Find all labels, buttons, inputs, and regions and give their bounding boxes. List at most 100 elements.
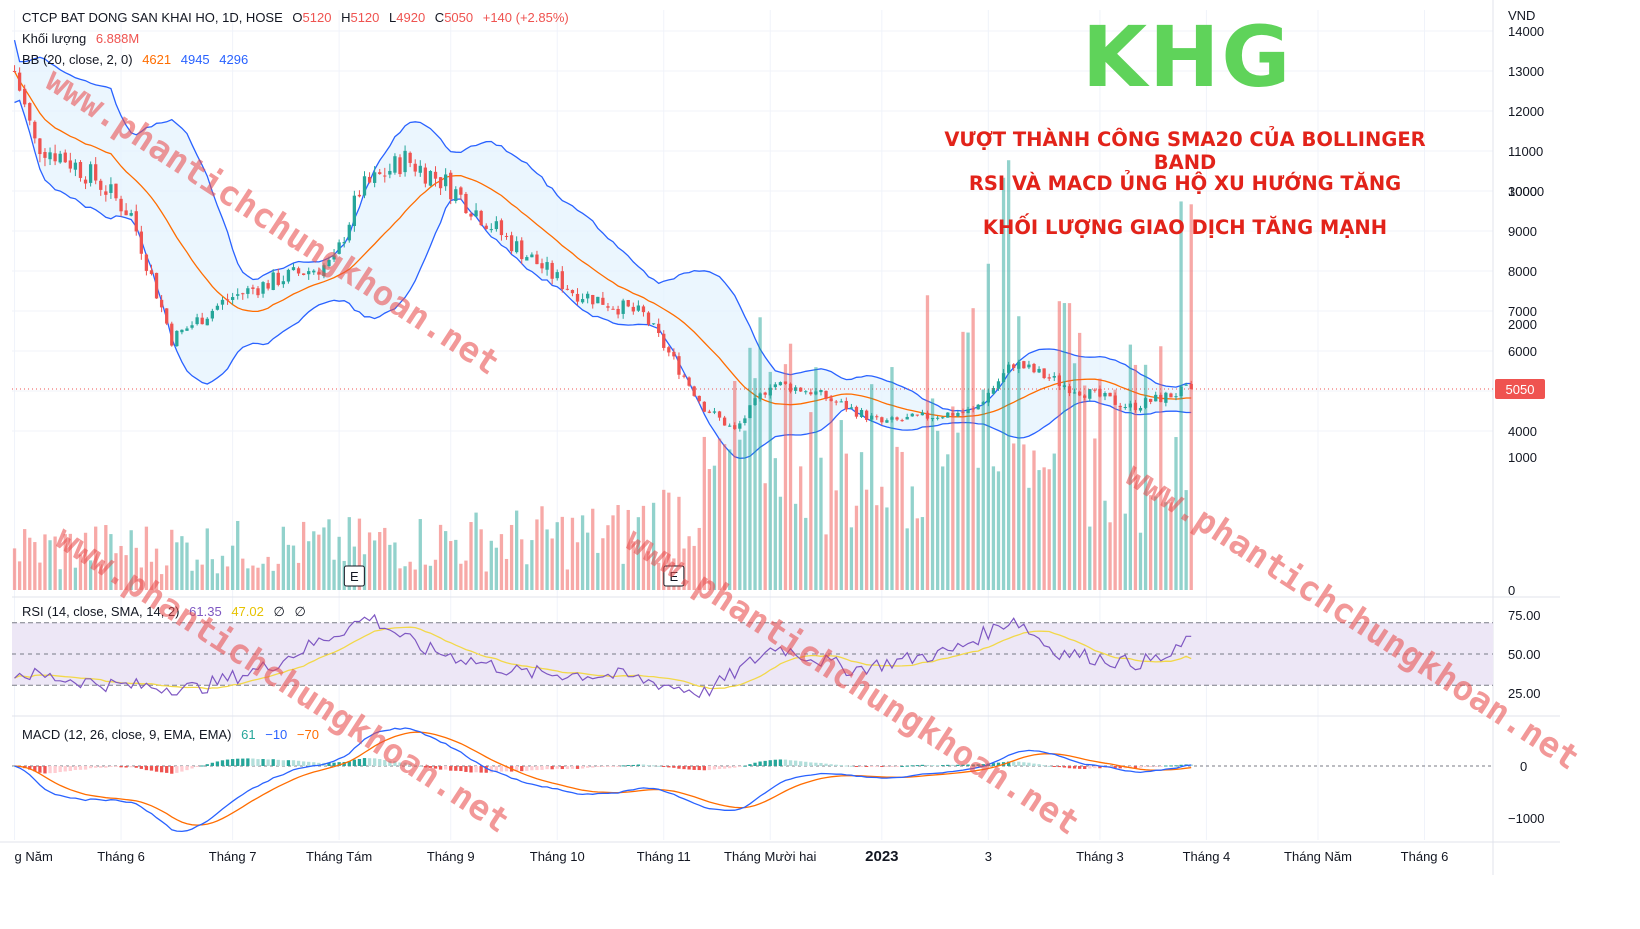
candle — [646, 311, 651, 327]
volume-bar — [1057, 301, 1061, 590]
volume-bar — [707, 469, 712, 590]
volume-bar — [651, 502, 656, 590]
volume-bar — [875, 505, 879, 590]
candle — [905, 413, 909, 420]
volume-bar — [337, 536, 341, 590]
volume-bar — [1174, 437, 1178, 590]
volume-bar — [388, 544, 392, 590]
candle — [530, 252, 534, 258]
macd-histogram-bar — [195, 766, 199, 767]
volume-bar — [1184, 490, 1188, 590]
volume-tick-label: 0 — [1508, 583, 1515, 598]
candle-body — [418, 165, 422, 173]
volume-bar — [575, 542, 580, 590]
candle — [941, 416, 945, 419]
candle — [418, 160, 422, 177]
volume-bar — [38, 562, 42, 590]
candle-body — [875, 416, 879, 418]
candle — [555, 269, 559, 281]
macd-histogram-bar — [606, 766, 610, 767]
candle-body — [428, 171, 433, 186]
candle — [276, 268, 280, 287]
volume-bar — [230, 545, 235, 590]
candle-body — [540, 263, 544, 269]
volume-bar — [159, 574, 164, 590]
candle-body — [976, 404, 980, 410]
candle — [139, 225, 143, 260]
volume-bar — [1032, 450, 1036, 590]
volume-bar — [449, 541, 453, 590]
volume-bar — [1012, 443, 1016, 590]
price-tick-label: 4000 — [1508, 424, 1537, 439]
volume-bar — [910, 486, 914, 590]
candle-body — [154, 272, 159, 299]
volume-bar — [530, 540, 534, 590]
volume-bar — [119, 545, 123, 590]
volume-bar — [474, 512, 478, 590]
macd-histogram-bar — [129, 766, 133, 768]
volume-bar — [266, 556, 270, 590]
candle-body — [662, 333, 666, 348]
volume-bar — [738, 439, 742, 590]
volume-bar — [383, 527, 387, 590]
volume-bar — [758, 317, 762, 590]
macd-histogram-bar — [378, 759, 382, 766]
candle — [246, 285, 250, 299]
candle — [469, 211, 473, 221]
candle-body — [651, 323, 656, 325]
volume-bar — [641, 505, 646, 590]
candle-body — [996, 381, 1001, 389]
macd-histogram-bar — [1159, 766, 1163, 767]
macd-histogram-bar — [601, 766, 605, 767]
candle-body — [763, 392, 767, 395]
macd-histogram-bar — [748, 764, 752, 766]
candle — [586, 291, 590, 304]
candle-body — [591, 294, 595, 305]
candle-body — [474, 210, 478, 217]
candle — [1032, 362, 1036, 374]
macd-histogram-bar — [1017, 761, 1021, 766]
volume-bar — [646, 551, 651, 590]
price-tick-label: 11000 — [1508, 144, 1543, 159]
macd-histogram-bar — [190, 766, 194, 769]
volume-bar — [23, 529, 27, 590]
macd-histogram-bar — [1118, 766, 1122, 769]
candle — [672, 348, 676, 360]
macd-histogram-bar — [540, 766, 544, 770]
volume-bar — [829, 395, 833, 590]
volume-bar — [956, 432, 960, 590]
candle-body — [799, 387, 803, 392]
candle-body — [236, 294, 240, 296]
candle — [362, 171, 367, 199]
volume-bar — [271, 570, 275, 590]
candle — [804, 390, 808, 395]
macd-histogram-bar — [991, 763, 996, 766]
candle — [976, 403, 980, 410]
candle-body — [773, 384, 777, 388]
macd-histogram-bar — [307, 761, 311, 766]
candle-body — [778, 382, 783, 386]
macd-histogram-bar — [367, 758, 372, 766]
candle — [1047, 373, 1051, 381]
macd-histogram-bar — [773, 759, 777, 766]
candle — [383, 167, 387, 183]
candle-body — [256, 288, 260, 296]
macd-tick-label: −1000 — [1508, 811, 1545, 826]
volume-bar — [48, 540, 52, 590]
volume-bar — [971, 308, 975, 590]
macd-histogram-bar — [778, 759, 783, 766]
candle-body — [834, 401, 838, 403]
rsi-empty-b: ∅ — [294, 604, 306, 619]
macd-histogram-bar — [819, 762, 823, 766]
volume-bar — [251, 565, 255, 590]
volume-bar — [859, 452, 864, 590]
volume-bar — [332, 559, 336, 590]
volume-bar — [560, 516, 564, 590]
macd-histogram-bar — [707, 766, 712, 771]
macd-histogram-bar — [1148, 766, 1153, 767]
volume-bar — [454, 539, 458, 590]
volume-bar — [941, 466, 945, 590]
candle-body — [347, 224, 351, 241]
